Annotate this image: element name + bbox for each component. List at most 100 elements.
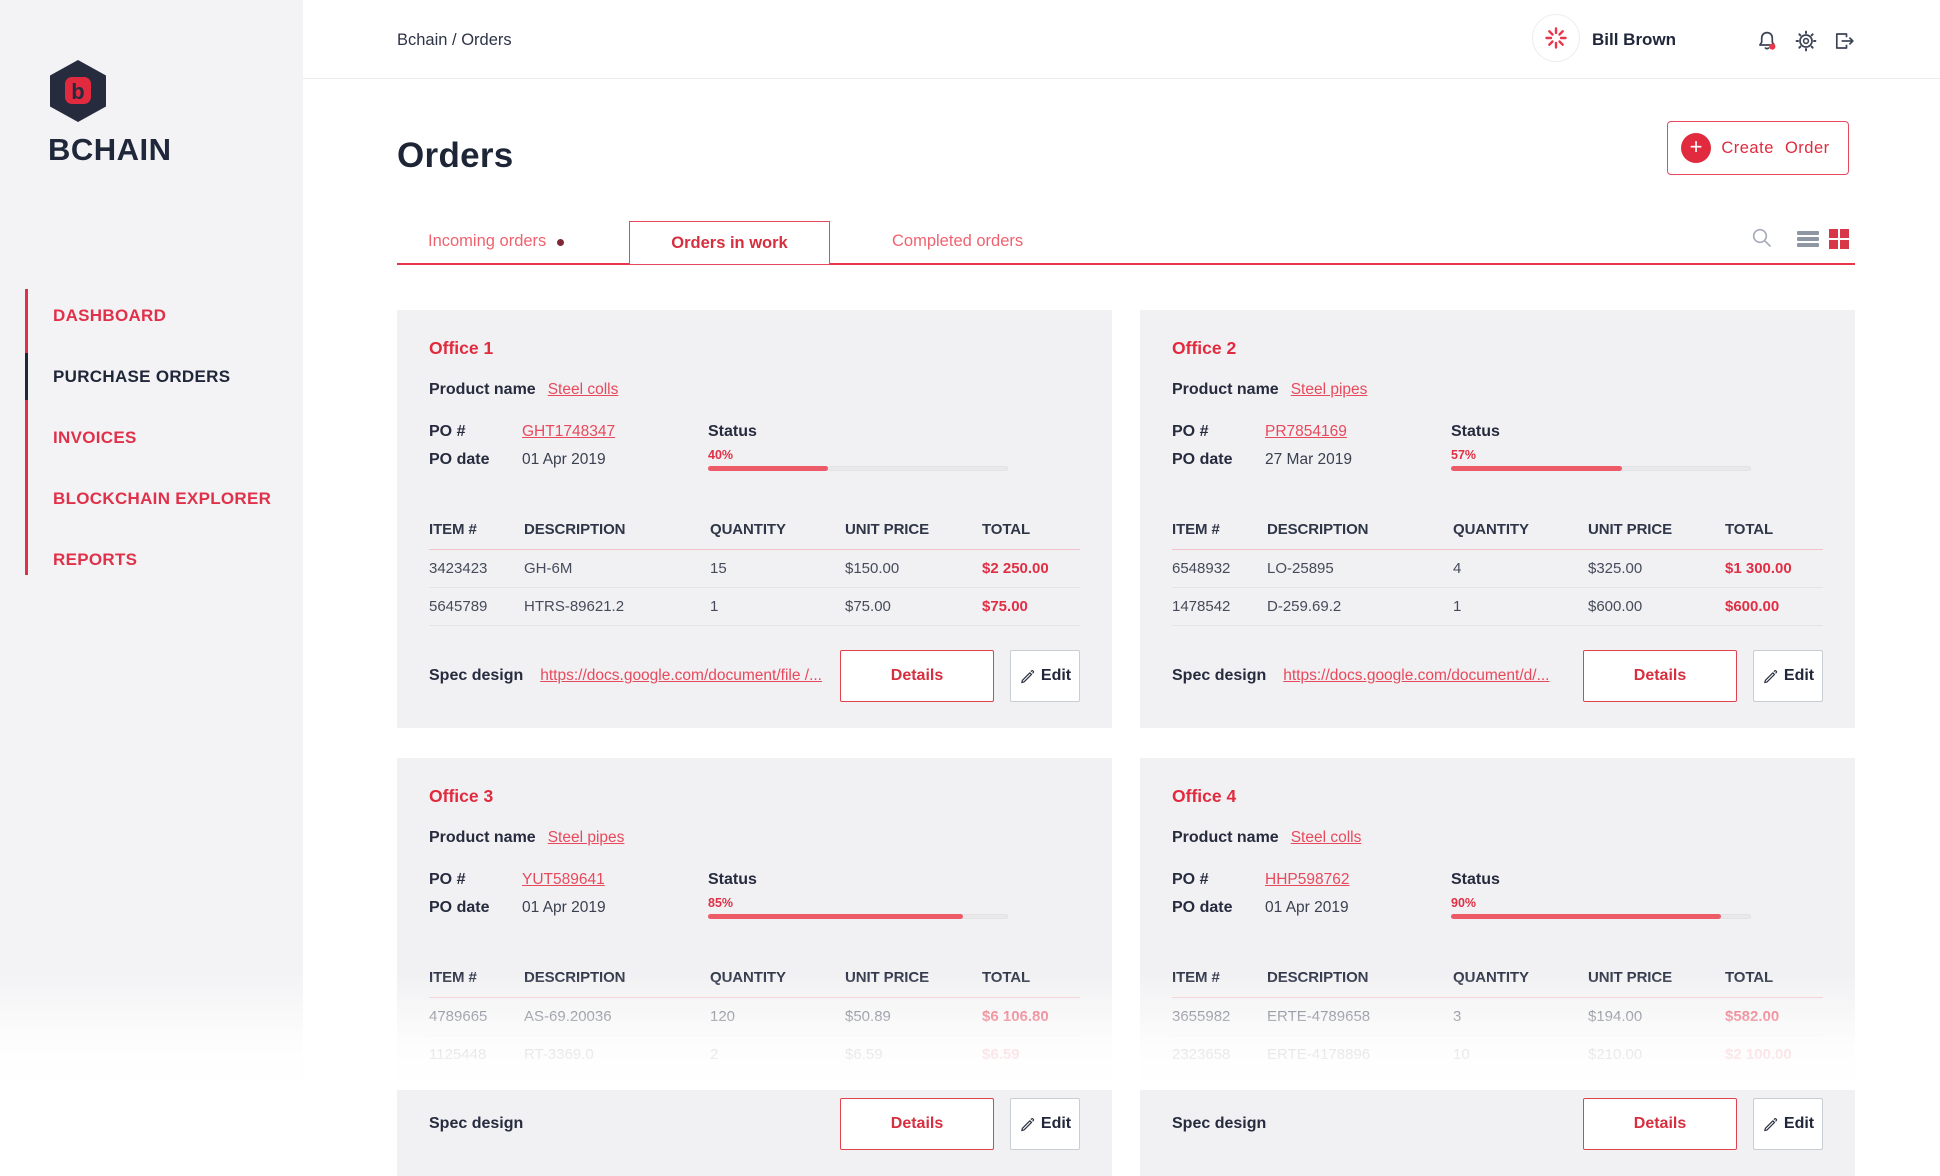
table-header-row: ITEM # DESCRIPTION QUANTITY UNIT PRICE T… <box>429 969 1080 998</box>
product-name-label: Product name <box>429 381 536 398</box>
total-cell: $582.00 <box>1725 1008 1780 1025</box>
sidebar-item-invoices[interactable]: INVOICES <box>53 427 137 447</box>
total-cell: $6.59 <box>982 1046 1020 1063</box>
spec-design-label: Spec design <box>429 667 524 684</box>
sidebar-item-reports[interactable]: REPORTS <box>53 549 138 569</box>
po-number-label: PO # <box>429 871 466 888</box>
description-cell: ERTE-4789658 <box>1267 1008 1371 1025</box>
item-number-cell: 5645789 <box>429 598 488 615</box>
details-button[interactable]: Details <box>1583 1098 1737 1150</box>
unit-price-cell: $150.00 <box>845 560 900 577</box>
sidebar-item-purchase-orders[interactable]: PURCHASE ORDERS <box>25 346 285 407</box>
items-table: ITEM # DESCRIPTION QUANTITY UNIT PRICE T… <box>429 969 1080 1074</box>
col-item-number: ITEM # <box>429 521 477 538</box>
create-order-button[interactable]: + Create Order <box>1667 121 1849 175</box>
col-quantity: QUANTITY <box>710 969 786 986</box>
status-label: Status <box>708 423 757 440</box>
edit-button[interactable]: Edit <box>1010 650 1080 702</box>
office-title: Office 4 <box>1172 786 1237 806</box>
col-item-number: ITEM # <box>1172 969 1220 986</box>
table-header-row: ITEM # DESCRIPTION QUANTITY UNIT PRICE T… <box>1172 521 1823 550</box>
sidebar: b BCHAIN DASHBOARD PURCHASE ORDERS INVOI… <box>0 0 303 1090</box>
col-unit-price: UNIT PRICE <box>845 521 930 538</box>
edit-button[interactable]: Edit <box>1753 650 1823 702</box>
details-button[interactable]: Details <box>840 1098 994 1150</box>
col-description: DESCRIPTION <box>1267 969 1369 986</box>
unit-price-cell: $600.00 <box>1588 598 1643 615</box>
office-title: Office 2 <box>1172 338 1237 358</box>
tab-incoming-orders[interactable]: Incoming orders <box>428 232 565 251</box>
table-row: 3655982 ERTE-4789658 3 $194.00 $582.00 <box>1172 998 1823 1036</box>
avatar[interactable] <box>1532 14 1580 62</box>
create-order-label: Create Order <box>1721 138 1830 157</box>
tab-orders-in-work[interactable]: Orders in work <box>629 221 830 265</box>
col-description: DESCRIPTION <box>524 521 626 538</box>
po-date-label: PO date <box>1172 451 1233 468</box>
total-cell: $2 100.00 <box>1725 1046 1792 1063</box>
col-description: DESCRIPTION <box>1267 521 1369 538</box>
description-cell: D-259.69.2 <box>1267 598 1342 615</box>
sign-out-icon[interactable] <box>1833 30 1855 52</box>
col-total: TOTAL <box>982 521 1031 538</box>
spec-design-link[interactable]: https://docs.google.com/document/d/... <box>1283 667 1550 684</box>
pencil-icon <box>1021 1117 1035 1131</box>
details-button[interactable]: Details <box>1583 650 1737 702</box>
quantity-cell: 15 <box>710 560 727 577</box>
col-total: TOTAL <box>1725 521 1774 538</box>
list-view-icon[interactable] <box>1797 231 1819 247</box>
table-header-row: ITEM # DESCRIPTION QUANTITY UNIT PRICE T… <box>1172 969 1823 998</box>
table-row: 2323658 ERTE-4178896 10 $210.00 $2 100.0… <box>1172 1036 1823 1074</box>
progress-bar <box>708 914 1008 919</box>
sidebar-item-blockchain-explorer[interactable]: BLOCKCHAIN EXPLORER <box>53 488 272 508</box>
bchain-logo-icon: b <box>50 60 106 122</box>
sidebar-nav: DASHBOARD PURCHASE ORDERS INVOICES BLOCK… <box>25 285 285 590</box>
col-unit-price: UNIT PRICE <box>1588 969 1673 986</box>
notifications-bell-icon[interactable] <box>1756 30 1778 52</box>
user-name: Bill Brown <box>1592 30 1677 49</box>
progress-percent: 40% <box>708 448 734 462</box>
unit-price-cell: $75.00 <box>845 598 891 615</box>
po-date-label: PO date <box>1172 899 1233 916</box>
product-name-label: Product name <box>429 829 536 846</box>
edit-button[interactable]: Edit <box>1753 1098 1823 1150</box>
description-cell: GH-6M <box>524 560 573 577</box>
col-total: TOTAL <box>982 969 1031 986</box>
details-button[interactable]: Details <box>840 650 994 702</box>
po-number-link[interactable]: GHT1748347 <box>522 423 616 440</box>
product-link[interactable]: Steel pipes <box>547 829 625 846</box>
search-icon[interactable] <box>1750 226 1774 250</box>
grid-view-icon[interactable] <box>1829 229 1849 249</box>
order-card: Office 4 Product name Steel colls PO # H… <box>1140 758 1855 1176</box>
nav-accent-rule <box>25 289 28 575</box>
settings-gear-icon[interactable] <box>1795 30 1817 52</box>
description-cell: ERTE-4178896 <box>1267 1046 1371 1063</box>
po-number-link[interactable]: PR7854169 <box>1265 423 1347 440</box>
total-cell: $75.00 <box>982 598 1028 615</box>
quantity-cell: 2 <box>710 1046 719 1063</box>
col-quantity: QUANTITY <box>710 521 786 538</box>
pencil-icon <box>1764 1117 1778 1131</box>
product-link[interactable]: Steel colls <box>547 381 619 398</box>
tab-completed-orders[interactable]: Completed orders <box>892 232 1024 250</box>
spec-design-label: Spec design <box>1172 667 1267 684</box>
po-number-label: PO # <box>1172 423 1209 440</box>
progress-bar <box>1451 466 1751 471</box>
edit-button[interactable]: Edit <box>1010 1098 1080 1150</box>
spec-design-link[interactable]: https://docs.google.com/document/file /.… <box>540 667 822 684</box>
po-number-link[interactable]: YUT589641 <box>522 871 605 888</box>
quantity-cell: 120 <box>710 1008 736 1025</box>
product-link[interactable]: Steel colls <box>1290 829 1362 846</box>
total-cell: $2 250.00 <box>982 560 1049 577</box>
orders-grid: Office 1 Product name Steel colls PO # G… <box>397 310 1855 1176</box>
total-cell: $1 300.00 <box>1725 560 1792 577</box>
quantity-cell: 4 <box>1453 560 1462 577</box>
sidebar-item-dashboard[interactable]: DASHBOARD <box>53 305 167 325</box>
progress-bar <box>1451 914 1751 919</box>
status-label: Status <box>1451 871 1500 888</box>
quantity-cell: 1 <box>710 598 719 615</box>
description-cell: LO-25895 <box>1267 560 1334 577</box>
description-cell: AS-69.20036 <box>524 1008 612 1025</box>
product-link[interactable]: Steel pipes <box>1290 381 1368 398</box>
item-number-cell: 1478542 <box>1172 598 1231 615</box>
po-number-link[interactable]: HHP598762 <box>1265 871 1350 888</box>
